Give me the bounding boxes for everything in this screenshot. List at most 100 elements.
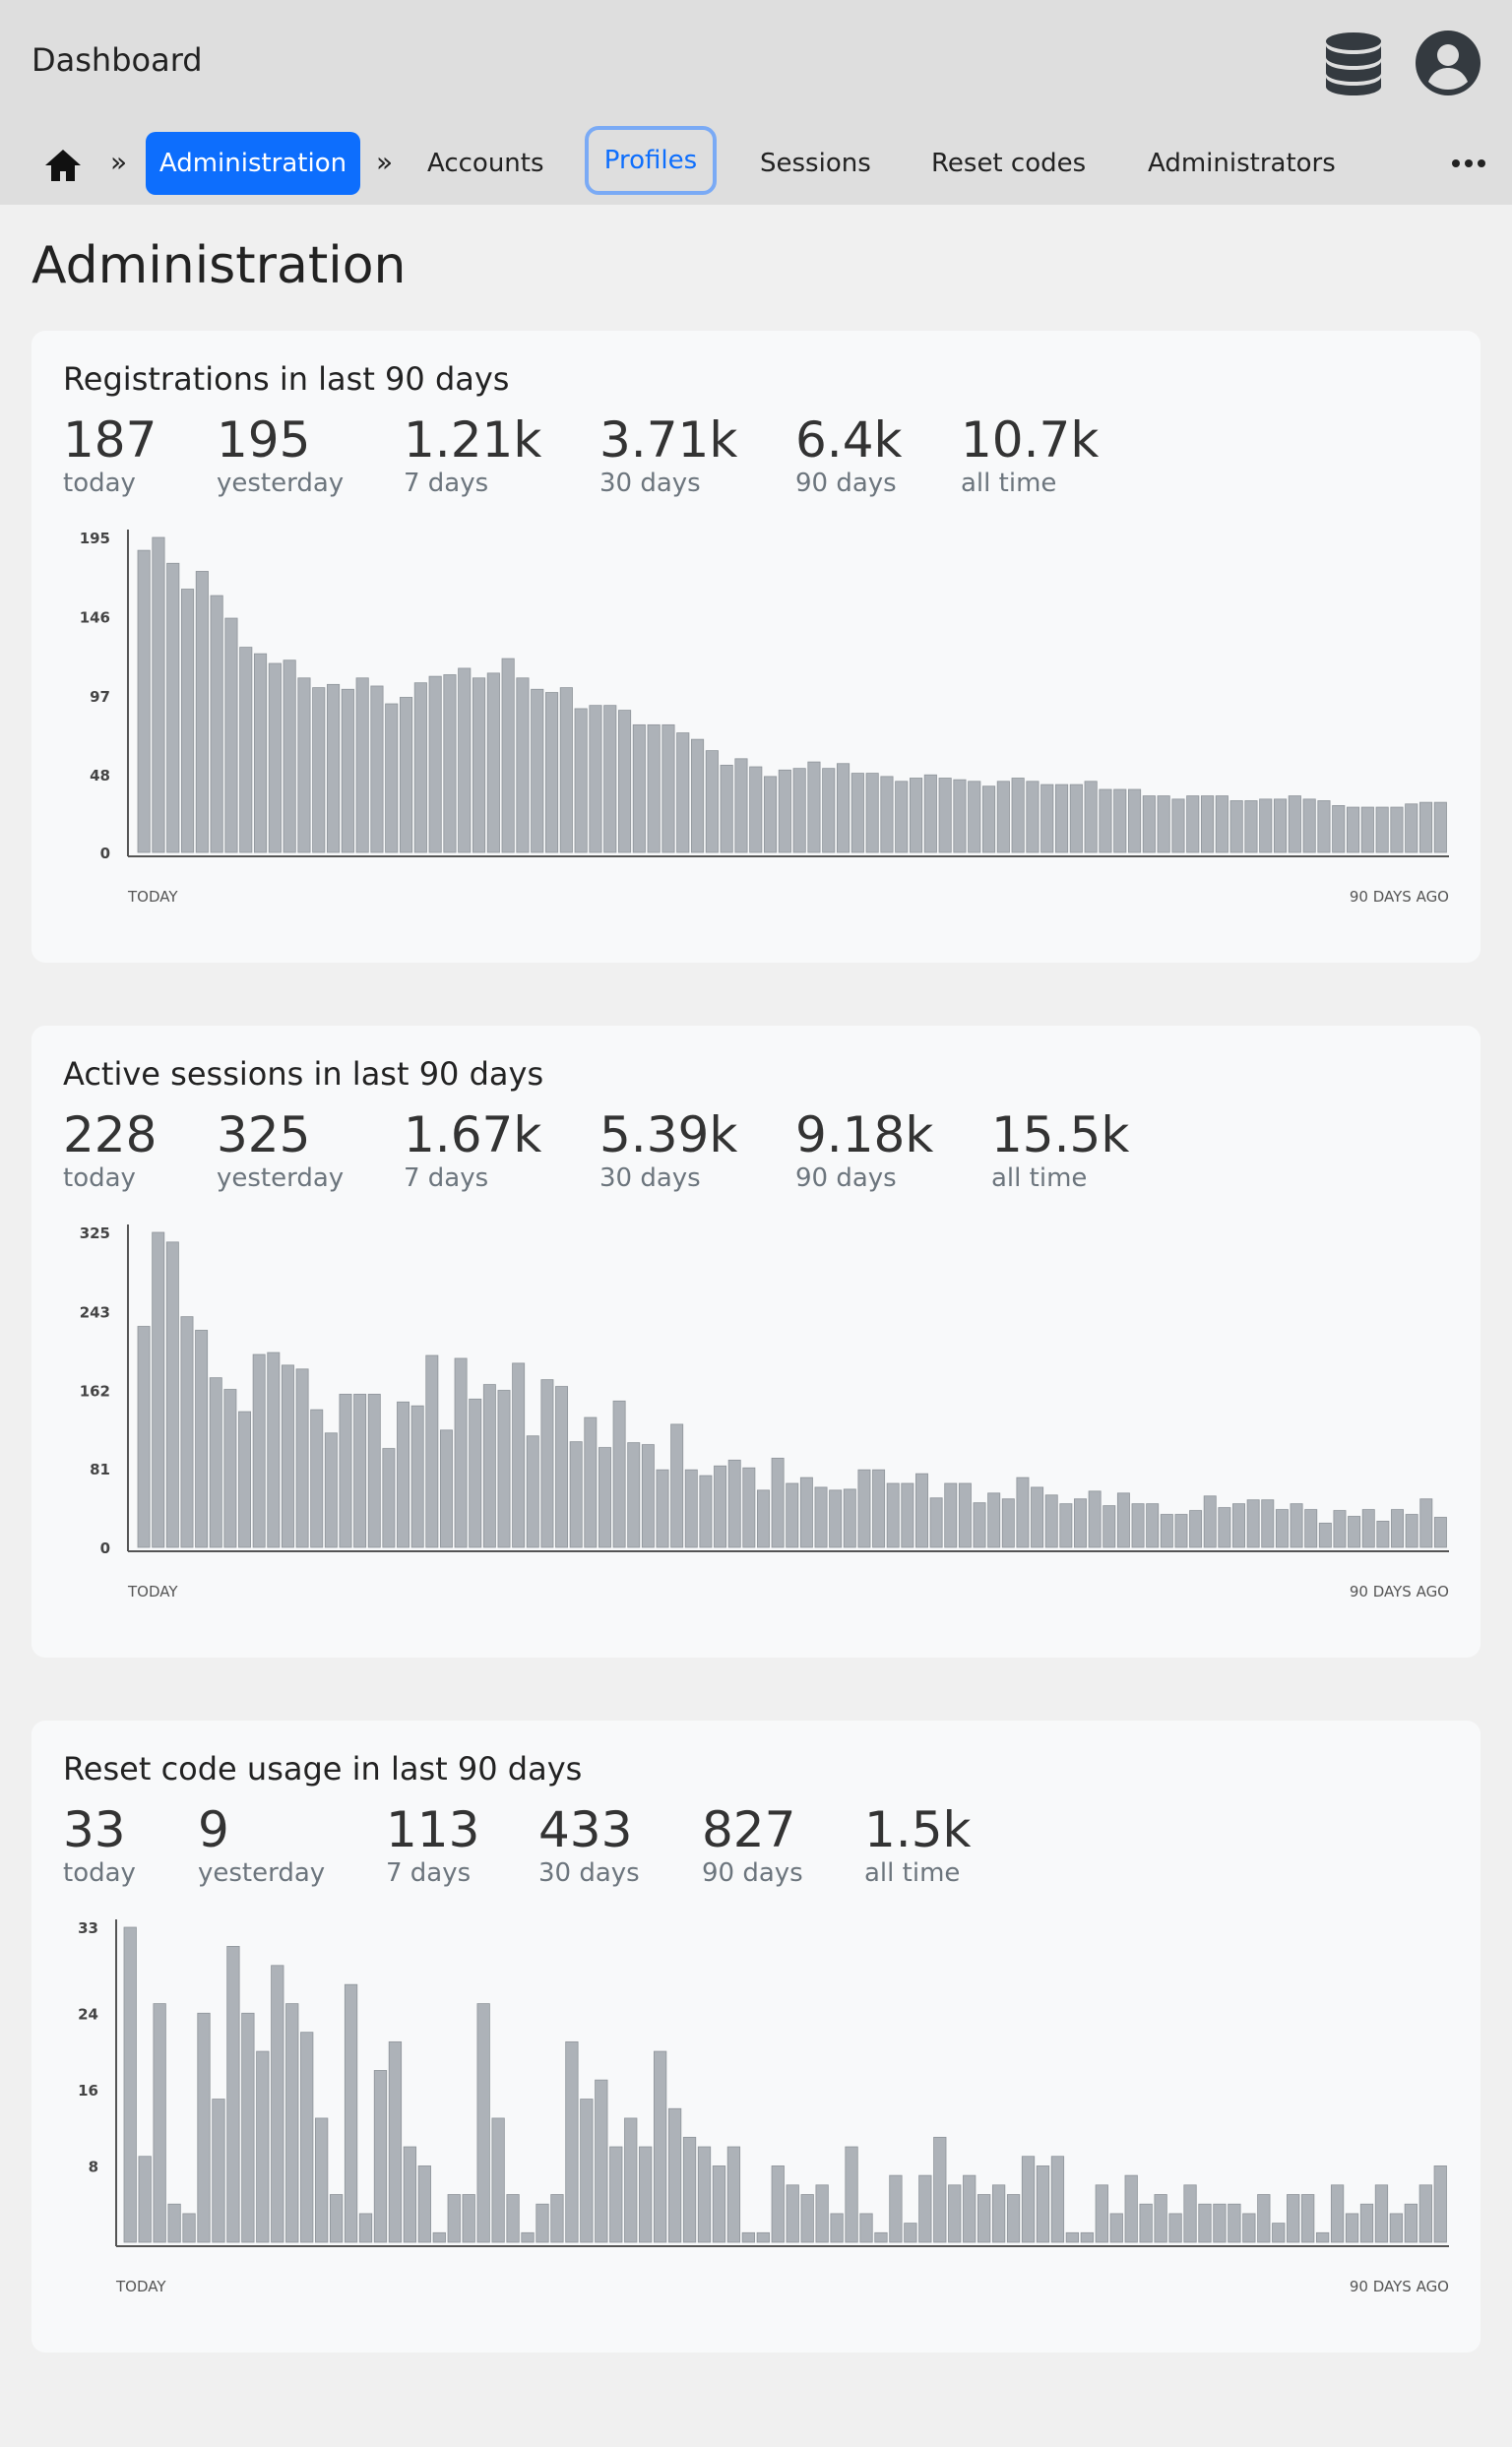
stat-label: 90 days [702, 1858, 803, 1888]
bar [399, 697, 413, 853]
stat-label: 30 days [599, 1163, 701, 1193]
tab-profiles[interactable]: Profiles [585, 126, 717, 195]
bar [224, 617, 238, 853]
bar [705, 750, 719, 853]
bar [771, 2165, 785, 2243]
more-horizontal-icon[interactable] [1451, 142, 1486, 181]
bar [1333, 1510, 1347, 1548]
bar [1228, 2203, 1241, 2243]
bar [1102, 1505, 1116, 1548]
tab-administrators[interactable]: Administrators [1148, 149, 1336, 178]
bar [388, 2040, 403, 2243]
bar [1418, 2184, 1432, 2243]
bar [1021, 2156, 1036, 2243]
bar [526, 1435, 539, 1548]
bar [865, 773, 879, 853]
bar [656, 1469, 669, 1548]
bar [1274, 798, 1288, 853]
top-header [0, 0, 1512, 128]
bar [1288, 795, 1301, 853]
bar [1157, 795, 1170, 853]
tab-accounts[interactable]: Accounts [427, 149, 544, 178]
sessions-bar-chart: 0 81 162 243 325 TODAY 90 DAYS AGO [80, 1224, 1449, 1600]
tab-sessions[interactable]: Sessions [760, 149, 871, 178]
bar [1433, 1517, 1447, 1548]
bar [662, 723, 675, 853]
bar [476, 2003, 490, 2243]
bar [497, 1390, 511, 1548]
bar [403, 2146, 417, 2243]
bar [1183, 2184, 1197, 2243]
bar [516, 677, 530, 853]
home-icon[interactable] [43, 148, 83, 183]
bar [226, 1945, 240, 2243]
stat-label: yesterday [198, 1858, 326, 1888]
bar [933, 2136, 947, 2243]
registrations-bar-chart: 0 48 97 146 195 TODAY 90 DAYS AGO [80, 530, 1449, 906]
bar [166, 562, 180, 853]
bar [1142, 795, 1156, 853]
bar [432, 2231, 446, 2243]
bar [252, 1353, 266, 1548]
bar [458, 667, 472, 853]
bar [684, 1469, 698, 1548]
stat-label: today [63, 469, 136, 498]
bar [1347, 806, 1360, 853]
bar [1361, 1509, 1375, 1548]
bar [531, 688, 544, 853]
bar [1345, 2213, 1359, 2243]
bar [1113, 788, 1127, 853]
bar [654, 2050, 667, 2243]
bar [1287, 2194, 1300, 2243]
bar [580, 2099, 594, 2243]
bar [757, 1489, 770, 1548]
bar [540, 1379, 554, 1548]
stat-label: all time [961, 469, 1057, 498]
x-label-90-days-ago: 90 DAYS AGO [1350, 1583, 1449, 1600]
bar [641, 1444, 655, 1548]
user-avatar-icon[interactable] [1416, 31, 1480, 95]
y-tick-label: 0 [100, 1539, 110, 1557]
bar [859, 2213, 873, 2243]
stat-label: 7 days [386, 1858, 472, 1888]
bar [1332, 805, 1346, 853]
bar [929, 1497, 943, 1548]
bar [137, 549, 151, 853]
bar [712, 2165, 726, 2243]
bar [1275, 1509, 1289, 1548]
tab-administration[interactable]: Administration [146, 132, 360, 195]
bar [417, 2165, 431, 2243]
database-icon[interactable] [1324, 31, 1383, 96]
stat-value: 325 [217, 1106, 311, 1163]
y-tick-label: 325 [80, 1224, 110, 1242]
bar [996, 781, 1010, 853]
bar [1419, 801, 1433, 853]
bar [1128, 788, 1142, 853]
bar [889, 2174, 903, 2243]
bar [297, 677, 311, 853]
bar [1242, 2213, 1256, 2243]
bar [1390, 806, 1404, 853]
tab-reset-codes[interactable]: Reset codes [931, 149, 1087, 178]
card-title: Active sessions in last 90 days [63, 1055, 544, 1093]
stat-value: 3.71k [599, 411, 738, 469]
bar [910, 778, 923, 853]
bar [1244, 800, 1258, 853]
stat-value: 113 [386, 1801, 480, 1858]
bar [624, 2117, 638, 2243]
bar [152, 1231, 165, 1548]
y-tick-label: 195 [80, 530, 110, 547]
bar [565, 2040, 579, 2243]
bar [1317, 800, 1331, 853]
bar [1001, 1498, 1015, 1548]
bar [667, 2107, 682, 2243]
x-label-90-days-ago: 90 DAYS AGO [1350, 2278, 1449, 2295]
stat-value: 9.18k [795, 1106, 934, 1163]
stat-value: 1.67k [404, 1106, 542, 1163]
bar [1304, 1509, 1318, 1548]
bar [397, 1401, 410, 1548]
bar [501, 658, 515, 853]
breadcrumb-separator: » [376, 146, 394, 178]
bar [726, 2146, 741, 2243]
bar [443, 674, 457, 853]
